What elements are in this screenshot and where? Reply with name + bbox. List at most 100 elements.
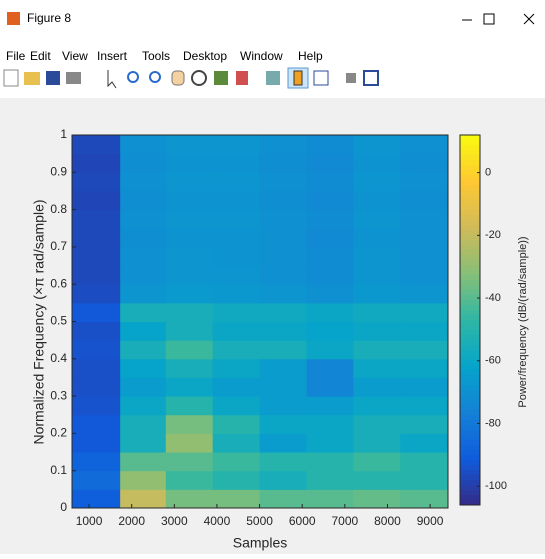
close-button[interactable] [523,13,535,25]
heatmap-cell [306,470,354,490]
heatmap-cell [212,228,261,248]
heatmap-cell [120,470,167,490]
colorbar-swatch [460,420,480,426]
heatmap-cell [259,172,307,192]
heatmap-cell [400,246,449,267]
tool-new[interactable] [3,69,19,87]
tool-pointer[interactable] [107,70,117,89]
tool-datacursor[interactable] [214,71,228,85]
heatmap-cell [212,284,261,304]
menu-item[interactable]: Desktop [183,49,227,63]
x-tick-label: 4000 [204,514,231,528]
tool-print[interactable] [66,72,81,84]
tool-save[interactable] [46,71,60,85]
heatmap-cell [353,358,401,378]
colorbar-swatch [460,325,480,331]
heatmap-cell [72,377,121,397]
colorbar-swatch [460,350,480,356]
colorbar-swatch [460,310,480,316]
tool-zoom-out[interactable] [149,71,161,83]
tool-brush[interactable] [236,71,248,85]
heatmap-cell [165,396,214,416]
maximize-button[interactable] [483,13,495,25]
colorbar-swatch [460,165,480,171]
x-tick-label: 8000 [374,514,401,528]
heatmap-cell [212,340,261,360]
colorbar-swatch [460,345,480,351]
heatmap-cell [400,340,449,360]
heatmap-cell [259,302,307,322]
tool-zoom-in[interactable] [127,71,139,83]
heatmap-cell [165,321,214,341]
heatmap-cell [120,433,167,453]
heatmap-cell [353,340,401,360]
tool-open[interactable] [24,72,40,85]
heatmap-cell [353,209,401,229]
heatmap-cell [165,172,214,192]
colorbar-swatch [460,215,480,221]
colorbar-swatch [460,170,480,176]
y-axis-label: Normalized Frequency (×π rad/sample) [31,199,47,444]
menu-item[interactable]: View [62,49,88,63]
tool-show[interactable] [363,70,379,86]
menu-item[interactable]: Edit [30,49,51,63]
colorbar-swatch [460,340,480,346]
x-axis-label: Samples [233,535,287,551]
heatmap-cell [212,135,261,155]
colorbar-swatch [460,480,480,486]
heatmap-cell [353,489,401,509]
heatmap-cell [120,153,167,173]
menu-item[interactable]: Help [298,49,323,63]
colorbar-swatch [460,270,480,276]
menu-item[interactable]: Tools [142,49,170,63]
heatmap-cell [165,153,214,173]
colorbar-swatch [460,265,480,271]
heatmap-cell [259,284,307,304]
heatmap-cell [400,470,449,490]
colorbar-tick-label: -100 [485,480,507,492]
tool-rotate[interactable] [191,70,207,86]
heatmap-cell [259,452,307,472]
heatmap-cell [212,246,261,267]
heatmap-cell [120,172,167,192]
tool-link[interactable] [266,71,280,85]
colorbar-swatch [460,360,480,366]
heatmap-cell [353,284,401,304]
colorbar-swatch [460,315,480,321]
heatmap-cell [306,302,354,322]
colorbar-swatch [460,285,480,291]
colorbar-swatch [460,415,480,421]
colorbar-swatch [460,335,480,341]
heatmap-cell [400,396,449,416]
heatmap-cell [72,358,121,378]
heatmap-cell [120,190,167,211]
heatmap-cell [120,358,167,378]
heatmap-cell [400,153,449,173]
menu-item[interactable]: Insert [97,49,128,63]
heatmap-cell [212,433,261,453]
y-tick-label: 0 [60,500,67,514]
heatmap-cell [120,452,167,472]
tool-pan[interactable] [171,70,185,86]
menu-item[interactable]: Window [240,49,283,63]
heatmap-cell [353,246,401,267]
colorbar-swatch [460,430,480,436]
heatmap-cell [306,265,354,285]
tool-legend[interactable] [313,70,329,86]
heatmap-cell [259,433,307,453]
heatmap-cell [306,246,354,267]
heatmap-cell [72,172,121,192]
menu-item[interactable]: File [6,49,26,63]
colorbar-swatch [460,450,480,456]
colorbar-swatch [460,490,480,496]
heatmap-cell [212,470,261,490]
heatmap-cell [120,321,167,341]
heatmap-cell [306,228,354,248]
heatmap-cell [259,396,307,416]
heatmap-cell [259,153,307,173]
heatmap-cell [306,284,354,304]
heatmap-cell [306,172,354,192]
tool-hide[interactable] [346,73,356,83]
colorbar-swatch [460,185,480,191]
heatmap-cell [72,302,121,322]
